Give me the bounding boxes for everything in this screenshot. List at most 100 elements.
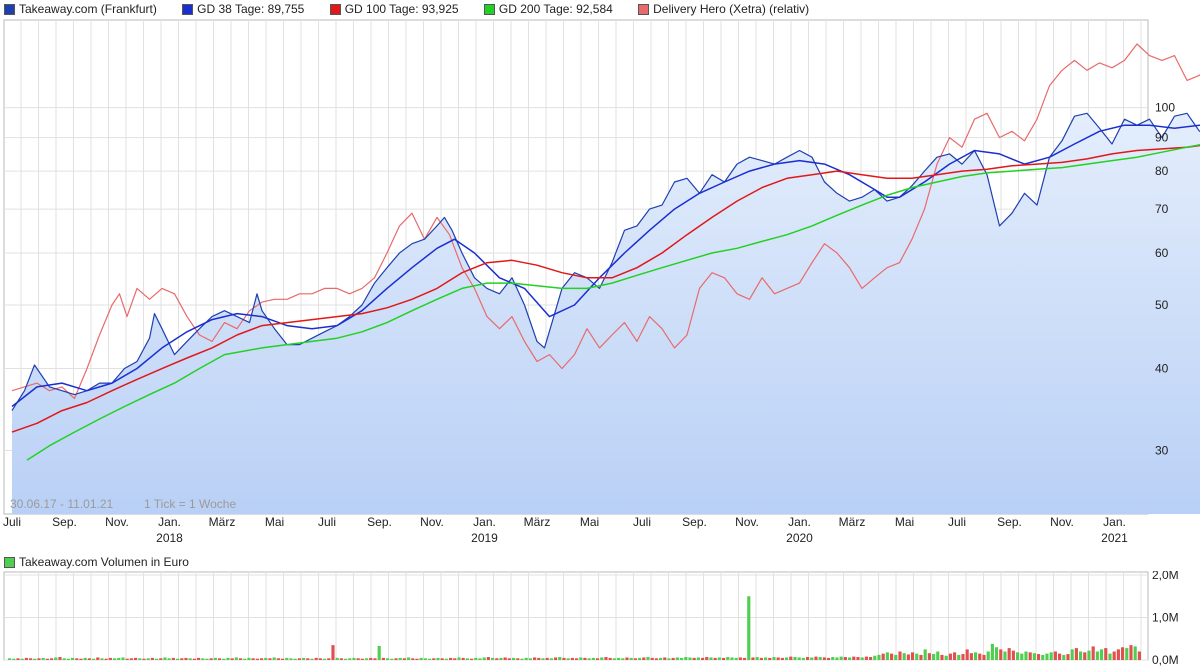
x-tick-label: März [839,515,866,529]
volume-bar [1007,648,1011,660]
volume-bar [1037,654,1041,660]
volume-bar [507,658,511,660]
volume-bar [1011,650,1015,660]
volume-bar [772,657,776,660]
volume-bar [1116,649,1120,661]
x-tick-label: Sep. [367,515,392,529]
volume-bar [839,656,843,660]
legend-item-gd100[interactable]: GD 100 Tage: 93,925 [329,0,459,18]
volume-bar [415,658,419,660]
legend-item-gd200[interactable]: GD 200 Tage: 92,584 [483,0,613,18]
y-tick-label: 90 [1155,131,1169,145]
legend-item-delivery-hero[interactable]: Delivery Hero (Xetra) (relativ) [638,0,809,18]
volume-bar [919,654,923,660]
x-tick-label: Nov. [735,515,759,529]
volume-bar [37,658,41,660]
volume-bar [348,658,352,660]
volume-bar [297,658,301,660]
volume-bar [486,657,490,660]
volume-bar [398,657,402,661]
volume-bar [331,645,335,661]
volume-bar [1133,646,1137,660]
volume-bar [29,658,33,660]
volume-bar [184,657,188,661]
volume-bar [726,657,730,660]
volume-bar [247,657,251,661]
volume-bar [20,658,24,660]
volume-bar [785,657,789,660]
x-year-label: 2020 [786,531,813,545]
volume-bar [751,657,755,660]
volume-bar [167,658,171,660]
volume-bar [999,649,1003,661]
volume-bar [1024,651,1028,660]
volume-bar [873,655,877,660]
legend-item-gd38[interactable]: GD 38 Tage: 89,755 [182,0,304,18]
volume-bar [608,657,612,661]
legend-label-delivery-hero: Delivery Hero (Xetra) (relativ) [653,2,810,16]
volume-bar [121,657,125,660]
legend-label-gd200: GD 200 Tage: 92,584 [498,2,613,16]
volume-bar [743,657,747,661]
volume-bar [738,657,742,660]
volume-bar [776,657,780,660]
volume-bar [449,657,453,661]
volume-bar [1049,652,1053,660]
volume-legend[interactable]: Takeaway.com Volumen in Euro [4,554,189,570]
volume-bar [45,658,49,660]
volume-bar [701,657,705,661]
volume-bar [730,657,734,660]
volume-bar [113,658,117,660]
volume-bar [852,656,856,660]
volume-bar [495,658,499,660]
volume-bar [1100,649,1104,661]
volume-bar [902,653,906,660]
volume-bar [1108,653,1112,661]
tick-note-label: 1 Tick = 1 Woche [144,497,236,511]
x-tick-label: Mai [895,515,914,529]
legend-label-gd38: GD 38 Tage: 89,755 [197,2,305,16]
volume-bar [356,658,360,660]
volume-bar [1079,651,1083,660]
volume-bar [394,658,398,660]
volume-bar [272,657,276,660]
y-tick-label: 40 [1155,362,1169,376]
legend-item-takeaway[interactable]: Takeaway.com (Frankfurt) [4,0,157,18]
volume-bar [591,657,595,661]
volume-bar [948,653,952,661]
volume-bar [911,652,915,660]
x-year-label: 2018 [156,531,183,545]
volume-bar [780,657,784,661]
x-tick-label: Mai [265,515,284,529]
series-line-gd100 [11,144,1200,433]
volume-bar [680,657,684,661]
volume-plot-frame [3,571,1149,661]
volume-bar [1045,653,1049,661]
volume-bar [104,658,108,660]
price-y-axis: 100 90 80 70 60 50 40 30 [1155,101,1175,458]
volume-bar [915,653,919,661]
volume-bar [747,596,751,660]
volume-bar [125,658,129,660]
volume-bar [180,658,184,660]
volume-bar [978,653,982,661]
volume-bar [633,658,637,660]
volume-bar [83,657,87,661]
volume-bar [192,658,196,660]
volume-bar [465,658,469,660]
volume-bar [617,657,621,661]
volume-bar [646,657,650,660]
volume-bars [8,596,1141,661]
volume-bar [402,658,406,660]
volume-bar [974,652,978,660]
volume-bar [33,658,37,660]
volume-bar [831,657,835,660]
volume-bar [558,657,562,660]
volume-bar [54,657,58,660]
volume-bar [369,657,373,661]
volume-bar [1125,648,1129,660]
volume-bar [318,658,322,660]
volume-bar [717,657,721,660]
volume-bar [339,658,343,660]
volume-bar [285,657,289,661]
